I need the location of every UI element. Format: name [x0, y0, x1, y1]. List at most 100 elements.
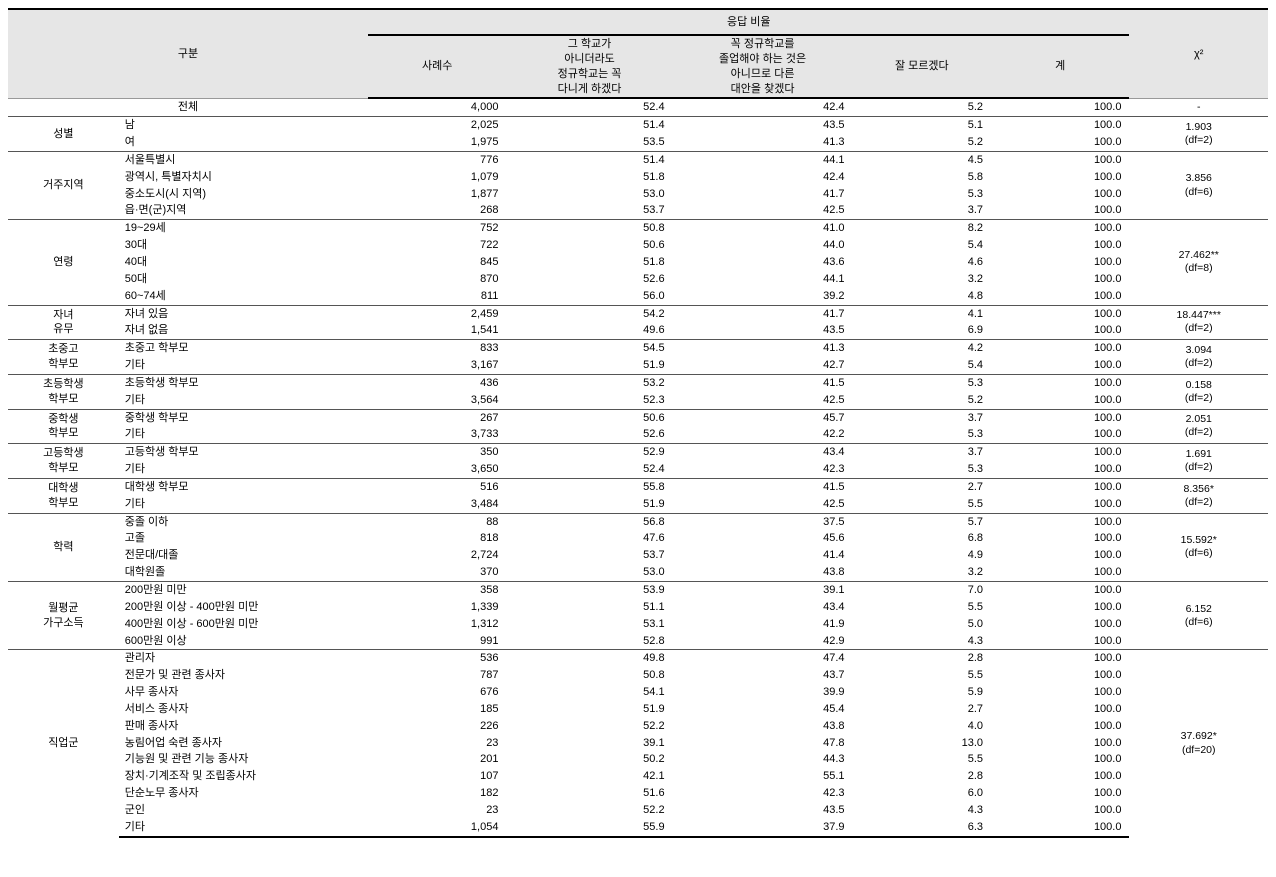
v3-cell: 3.7	[853, 444, 991, 461]
v1-cell: 56.0	[506, 288, 672, 305]
v1-cell: 51.9	[506, 357, 672, 374]
v3-cell: 4.0	[853, 718, 991, 735]
subcategory-cell: 관리자	[119, 650, 368, 667]
v1-cell: 54.5	[506, 340, 672, 357]
tot-cell: 100.0	[991, 322, 1129, 339]
subcategory-cell: 19~29세	[119, 220, 368, 237]
v2-cell: 55.1	[673, 768, 853, 785]
cases-cell: 1,312	[368, 616, 506, 633]
table-row: 초등학생 학부모초등학생 학부모43653.241.55.3100.00.158…	[8, 374, 1268, 391]
subcategory-cell: 200만원 이상 - 400만원 미만	[119, 599, 368, 616]
table-row: 기능원 및 관련 기능 종사자20150.244.35.5100.0	[8, 751, 1268, 768]
v1-cell: 51.9	[506, 496, 672, 513]
cases-cell: 350	[368, 444, 506, 461]
table-row: 중학생 학부모중학생 학부모26750.645.73.7100.02.051 (…	[8, 409, 1268, 426]
v2-cell: 41.7	[673, 186, 853, 203]
v3-cell: 7.0	[853, 582, 991, 599]
v3-cell: 3.7	[853, 202, 991, 219]
tot-cell: 100.0	[991, 340, 1129, 357]
subcategory-cell: 전문대/대졸	[119, 547, 368, 564]
subcategory-cell: 기능원 및 관련 기능 종사자	[119, 751, 368, 768]
table-row: 기타3,65052.442.35.3100.0	[8, 461, 1268, 478]
v2-cell: 41.5	[673, 374, 853, 391]
tot-cell: 100.0	[991, 530, 1129, 547]
v2-cell: 45.4	[673, 701, 853, 718]
subcategory-cell: 판매 종사자	[119, 718, 368, 735]
table-row: 기타3,16751.942.75.4100.0	[8, 357, 1268, 374]
subcategory-cell: 중학생 학부모	[119, 409, 368, 426]
v1-cell: 52.2	[506, 718, 672, 735]
cases-cell: 370	[368, 564, 506, 581]
tot-cell: 100.0	[991, 374, 1129, 391]
cases-cell: 267	[368, 409, 506, 426]
table-body: 전체4,00052.442.45.2100.0-성별남2,02551.443.5…	[8, 98, 1268, 836]
v1-cell: 51.4	[506, 151, 672, 168]
subcategory-cell: 중졸 이하	[119, 513, 368, 530]
category-cell: 학력	[8, 513, 119, 581]
table-row: 서비스 종사자18551.945.42.7100.0	[8, 701, 1268, 718]
tot-cell: 100.0	[991, 444, 1129, 461]
v2-cell: 47.8	[673, 735, 853, 752]
total-row: 전체4,00052.442.45.2100.0-	[8, 98, 1268, 116]
table-row: 기타1,05455.937.96.3100.0	[8, 819, 1268, 837]
header-opt3: 잘 모르겠다	[853, 35, 991, 98]
subcategory-cell: 기타	[119, 819, 368, 837]
category-cell: 직업군	[8, 650, 119, 837]
v2-cell: 37.9	[673, 819, 853, 837]
table-row: 60~74세81156.039.24.8100.0	[8, 288, 1268, 305]
chi-cell: 3.094 (df=2)	[1129, 340, 1268, 375]
subcategory-cell: 기타	[119, 392, 368, 409]
v1-cell: 50.6	[506, 237, 672, 254]
tot-cell: 100.0	[991, 650, 1129, 667]
subcategory-cell: 군인	[119, 802, 368, 819]
tot-cell: 100.0	[991, 220, 1129, 237]
category-cell: 초중고 학부모	[8, 340, 119, 375]
table-row: 성별남2,02551.443.55.1100.01.903 (df=2)	[8, 117, 1268, 134]
tot-cell: 100.0	[991, 186, 1129, 203]
v1-cell: 53.1	[506, 616, 672, 633]
table-row: 40대84551.843.64.6100.0	[8, 254, 1268, 271]
cases-cell: 1,339	[368, 599, 506, 616]
v1-cell: 51.6	[506, 785, 672, 802]
v3-cell: 5.5	[853, 599, 991, 616]
v2-cell: 41.4	[673, 547, 853, 564]
v1-cell: 52.9	[506, 444, 672, 461]
table-row: 자녀 유무자녀 있음2,45954.241.74.1100.018.447***…	[8, 305, 1268, 322]
cases-cell: 833	[368, 340, 506, 357]
tot-cell: 100.0	[991, 802, 1129, 819]
subcategory-cell: 기타	[119, 461, 368, 478]
tot-cell: 100.0	[991, 785, 1129, 802]
v3-cell: 5.9	[853, 684, 991, 701]
v1-cell: 53.2	[506, 374, 672, 391]
v3-cell: 5.2	[853, 134, 991, 151]
tot-cell: 100.0	[991, 151, 1129, 168]
v3-cell: 5.2	[853, 392, 991, 409]
tot-cell: 100.0	[991, 751, 1129, 768]
v1-cell: 53.7	[506, 202, 672, 219]
v3-cell: 5.3	[853, 374, 991, 391]
v3-cell: 2.7	[853, 478, 991, 495]
table-row: 대학생 학부모대학생 학부모51655.841.52.7100.08.356* …	[8, 478, 1268, 495]
v1-cell: 51.9	[506, 701, 672, 718]
v1-cell: 49.8	[506, 650, 672, 667]
tot-cell: 100.0	[991, 271, 1129, 288]
subcategory-cell: 초등학생 학부모	[119, 374, 368, 391]
v2-cell: 43.7	[673, 667, 853, 684]
v3-cell: 5.5	[853, 751, 991, 768]
v3-cell: 5.4	[853, 237, 991, 254]
tot-cell: 100.0	[991, 582, 1129, 599]
subcategory-cell: 서비스 종사자	[119, 701, 368, 718]
tot-cell: 100.0	[991, 237, 1129, 254]
cases-cell: 1,541	[368, 322, 506, 339]
table-row: 직업군관리자53649.847.42.8100.037.692* (df=20)	[8, 650, 1268, 667]
subcategory-cell: 남	[119, 117, 368, 134]
cases-cell: 516	[368, 478, 506, 495]
tot-cell: 100.0	[991, 633, 1129, 650]
v3-cell: 6.8	[853, 530, 991, 547]
subcategory-cell: 초중고 학부모	[119, 340, 368, 357]
v2-cell: 39.2	[673, 288, 853, 305]
chi-cell: 1.691 (df=2)	[1129, 444, 1268, 479]
v3-cell: 4.3	[853, 633, 991, 650]
v2-cell: 43.4	[673, 444, 853, 461]
v3-cell: 5.3	[853, 461, 991, 478]
